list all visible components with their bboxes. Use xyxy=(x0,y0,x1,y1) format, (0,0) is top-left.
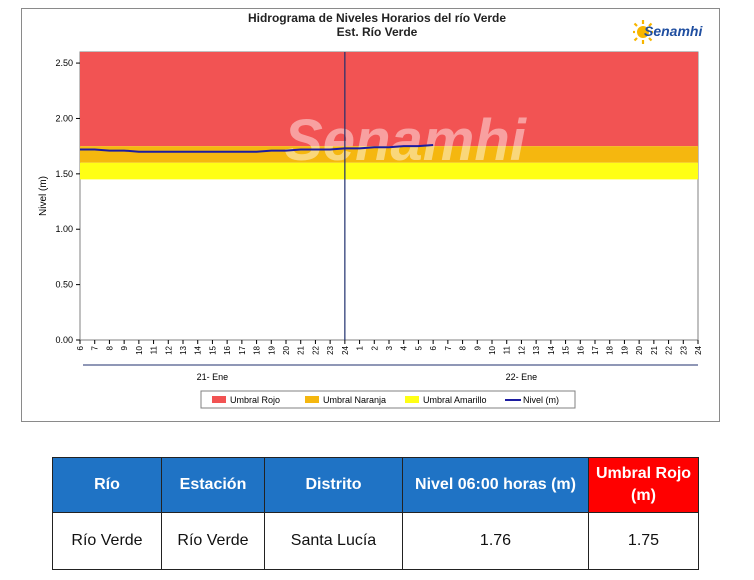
x-tick-label: 24 xyxy=(694,345,703,354)
x-tick-label: 23 xyxy=(679,345,688,354)
table-header-row: Río Estación Distrito Nivel 06:00 horas … xyxy=(52,457,699,513)
header-rio: Río xyxy=(52,457,162,513)
x-tick-label: 11 xyxy=(150,345,159,354)
x-tick-label: 4 xyxy=(400,345,409,350)
y-tick-label: 0.00 xyxy=(55,335,73,345)
header-estacion: Estación xyxy=(161,457,265,513)
chart-legend: Umbral Rojo Umbral Naranja Umbral Amarillo… xyxy=(200,390,576,409)
chart-title-block: Hidrograma de Niveles Horarios del río V… xyxy=(0,11,754,39)
cell-rio: Río Verde xyxy=(52,512,162,570)
x-tick-label: 9 xyxy=(473,345,482,350)
x-tick-label: 13 xyxy=(179,345,188,354)
x-tick-label: 18 xyxy=(253,345,262,354)
x-tick-label: 5 xyxy=(414,345,423,350)
x-tick-label: 16 xyxy=(223,345,232,354)
legend-swatch xyxy=(212,396,226,403)
legend-box xyxy=(200,390,576,409)
x-tick-label: 15 xyxy=(562,345,571,354)
x-tick-label: 18 xyxy=(606,345,615,354)
legend-label: Umbral Amarillo xyxy=(423,395,487,405)
header-umbral-rojo: Umbral Rojo (m) xyxy=(588,457,699,513)
threshold-band-2 xyxy=(80,162,698,180)
cell-distrito: Santa Lucía xyxy=(264,512,403,570)
chart-title: Hidrograma de Niveles Horarios del río V… xyxy=(247,11,507,25)
x-tick-label: 11 xyxy=(503,345,512,354)
x-tick-label: 8 xyxy=(105,345,114,350)
x-tick-label: 24 xyxy=(341,345,350,354)
x-tick-label: 3 xyxy=(385,345,394,350)
table-row: Río Verde Río Verde Santa Lucía 1.76 1.7… xyxy=(52,512,699,570)
x-tick-label: 22 xyxy=(665,345,674,354)
x-tick-label: 10 xyxy=(488,345,497,354)
cell-nivel: 1.76 xyxy=(402,512,589,570)
x-tick-label: 17 xyxy=(238,345,247,354)
day-label: 22- Ene xyxy=(506,372,538,382)
y-tick-label: 2.50 xyxy=(55,58,73,68)
x-tick-label: 12 xyxy=(164,345,173,354)
legend-label: Umbral Naranja xyxy=(323,395,386,405)
x-tick-label: 6 xyxy=(76,345,85,350)
x-tick-label: 1 xyxy=(356,345,365,350)
x-tick-label: 20 xyxy=(635,345,644,354)
x-tick-label: 23 xyxy=(326,345,335,354)
x-tick-label: 9 xyxy=(120,345,129,350)
y-tick-label: 2.00 xyxy=(55,113,73,123)
cell-umbral-rojo: 1.75 xyxy=(588,512,699,570)
legend-swatch xyxy=(305,396,319,403)
header-nivel: Nivel 06:00 horas (m) xyxy=(402,457,589,513)
cell-estacion: Río Verde xyxy=(161,512,265,570)
x-tick-label: 6 xyxy=(429,345,438,350)
y-tick-label: 0.50 xyxy=(55,280,73,290)
series-line-nivel xyxy=(80,144,434,153)
sun-logo-icon xyxy=(633,20,653,44)
x-tick-label: 21 xyxy=(650,345,659,354)
y-axis-label: Nivel (m) xyxy=(38,176,49,216)
x-tick-label: 22 xyxy=(311,345,320,354)
x-tick-label: 17 xyxy=(591,345,600,354)
legend-swatch xyxy=(405,396,419,403)
x-tick-label: 13 xyxy=(532,345,541,354)
watermark: Senamhi xyxy=(284,108,528,173)
threshold-band-0 xyxy=(80,52,698,147)
brand-logo-text: Senamhi xyxy=(644,23,703,39)
x-tick-label: 12 xyxy=(517,345,526,354)
x-tick-label: 20 xyxy=(282,345,291,354)
x-tick-label: 16 xyxy=(576,345,585,354)
x-tick-label: 14 xyxy=(547,345,556,354)
y-tick-label: 1.00 xyxy=(55,224,73,234)
x-tick-label: 21 xyxy=(297,345,306,354)
x-tick-label: 10 xyxy=(135,345,144,354)
x-tick-label: 19 xyxy=(620,345,629,354)
x-tick-label: 15 xyxy=(208,345,217,354)
x-tick-label: 7 xyxy=(91,345,100,350)
y-tick-label: 1.50 xyxy=(55,169,73,179)
x-tick-label: 8 xyxy=(459,345,468,350)
chart-subtitle: Est. Río Verde xyxy=(336,25,418,39)
day-label: 21- Ene xyxy=(197,372,229,382)
info-table: Río Estación Distrito Nivel 06:00 horas … xyxy=(52,457,699,570)
x-tick-label: 2 xyxy=(370,345,379,350)
x-tick-label: 7 xyxy=(444,345,453,350)
header-distrito: Distrito xyxy=(264,457,403,513)
threshold-band-1 xyxy=(80,146,698,163)
legend-label: Nivel (m) xyxy=(523,395,559,405)
x-tick-label: 19 xyxy=(267,345,276,354)
x-tick-label: 14 xyxy=(194,345,203,354)
legend-label: Umbral Rojo xyxy=(230,395,280,405)
